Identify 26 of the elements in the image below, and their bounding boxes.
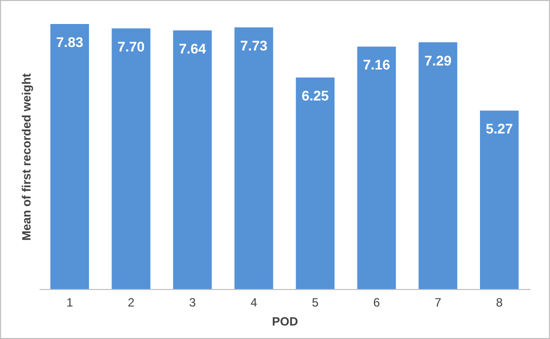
bar (173, 30, 212, 289)
bar (234, 27, 274, 289)
bar (480, 110, 519, 289)
x-tick-label: 5 (312, 296, 319, 310)
x-tick-label: 8 (496, 296, 503, 310)
x-tick-label: 7 (434, 296, 442, 310)
bar (357, 46, 396, 289)
bar (112, 28, 150, 289)
bar (296, 77, 335, 289)
y-axis-title: Mean of first recorded weight (20, 73, 34, 241)
data-label: 7.83 (56, 34, 84, 50)
data-label: 6.25 (302, 87, 330, 104)
data-label: 7.70 (117, 38, 145, 54)
x-tick-label: 1 (66, 296, 74, 310)
bar (418, 42, 458, 289)
x-axis-title: POD (272, 314, 298, 328)
data-label: 7.29 (424, 52, 452, 68)
data-label: 7.73 (240, 37, 268, 54)
data-label: 7.16 (362, 56, 390, 73)
data-label: 5.27 (486, 120, 514, 137)
x-tick-label: 6 (373, 296, 380, 310)
x-tick-label: 4 (250, 296, 258, 310)
x-tick-label: 2 (128, 296, 135, 310)
data-label: 7.64 (178, 40, 206, 56)
bar (50, 24, 90, 289)
x-tick-label: 3 (189, 296, 196, 310)
